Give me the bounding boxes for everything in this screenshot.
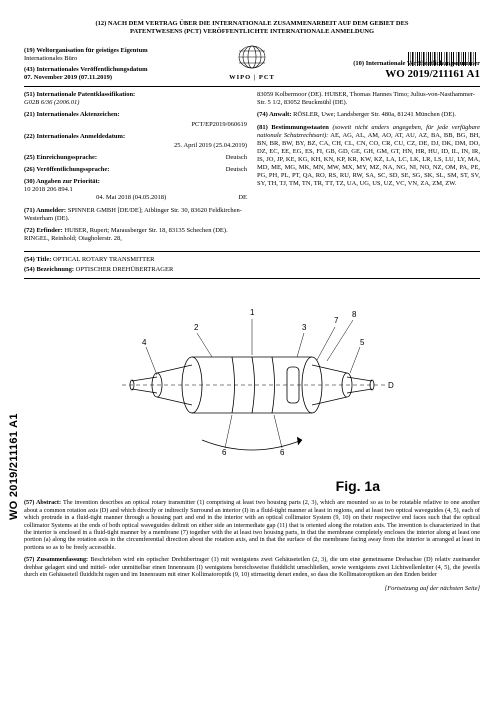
biblio-left: (51) Internationale Patentklassifikation… [24, 91, 247, 247]
abstract-de-head: (57) Zusammenfassung: [24, 556, 90, 563]
figure-area: 1 2 3 4 5 6 6 7 8 D Fig. 1a [24, 285, 480, 495]
pubnum-value: WO 2019/211161 A1 [281, 68, 480, 82]
title-en: OPTICAL ROTARY TRANSMITTER [53, 256, 154, 263]
field-71: (71) Anmelder: SPINNER GMBH [DE/DE]; Aib… [24, 207, 247, 223]
abstract-de-text: Beschrieben wird ein optischer Drehübert… [24, 556, 480, 578]
divider [24, 251, 480, 252]
f72-label: (72) Erfinder: [24, 227, 64, 234]
f74-label: (74) Anwalt: [257, 111, 293, 118]
svg-text:D: D [388, 381, 394, 390]
top-header: (12) NACH DEM VERTRAG ÜBER DIE INTERNATI… [24, 20, 480, 36]
barcode-icon [408, 52, 478, 69]
org-name: (19) Weltorganisation für geistiges Eige… [24, 47, 148, 54]
org-sub: Internationales Büro [24, 55, 223, 63]
field-72-cont: 83059 Kolbermoor (DE). HUBER, Thomas Han… [257, 91, 480, 107]
svg-text:6: 6 [222, 448, 227, 457]
svg-text:8: 8 [352, 310, 357, 319]
pubdate-label: (43) Internationales Veröffentlichungsda… [24, 66, 223, 74]
figure-drawing-icon: 1 2 3 4 5 6 6 7 8 D [102, 285, 402, 475]
wipo-logo-block: WIPO | PCT [223, 44, 281, 82]
org-line: (19) Weltorganisation für geistiges Eige… [24, 47, 223, 55]
svg-text:7: 7 [334, 316, 339, 325]
field-81: (81) Bestimmungsstaaten (soweit nicht an… [257, 124, 480, 189]
field-21: (21) Internationales Aktenzeichen: PCT/E… [24, 111, 247, 128]
f22-value: 25. April 2019 (25.04.2019) [24, 142, 247, 150]
f21-value: PCT/EP2019/060619 [24, 121, 247, 129]
wipo-logo-icon [237, 44, 267, 71]
svg-text:2: 2 [194, 323, 199, 332]
top-header-line2: PATENTWESENS (PCT) VERÖFFENTLICHTE INTER… [24, 28, 480, 36]
title-de-label: (54) Bezeichnung: [24, 266, 76, 273]
pubdate-value: 07. November 2019 (07.11.2019) [24, 74, 223, 82]
title-de: OPTISCHER DREHÜBERTRAGER [76, 266, 174, 273]
field-30: (30) Angaben zur Priorität: 10 2018 206 … [24, 178, 247, 202]
footer-continuation: [Fortsetzung auf der nächsten Seite] [24, 585, 480, 593]
f30-date: 04. Mai 2018 (04.05.2018) [96, 194, 166, 202]
field-72: (72) Erfinder: HUBER, Rupert; Marausberg… [24, 227, 247, 243]
svg-text:1: 1 [250, 308, 255, 317]
f71-label: (71) Anmelder: [24, 207, 68, 214]
f26-label: (26) Veröffentlichungssprache: [24, 166, 109, 174]
figure-label: Fig. 1a [336, 478, 380, 496]
title-en-label: (54) Title: [24, 256, 53, 263]
field-74: (74) Anwalt: RÖSLER, Uwe; Landsberger St… [257, 111, 480, 119]
header-left: (19) Weltorganisation für geistiges Eige… [24, 47, 223, 83]
biblio-block: (51) Internationale Patentklassifikation… [24, 91, 480, 247]
f25-value: Deutsch [226, 154, 247, 162]
svg-text:4: 4 [142, 338, 147, 347]
header-right: (10) Internationale Veröffentlichungsnum… [281, 42, 480, 82]
field-26: (26) Veröffentlichungssprache: Deutsch [24, 166, 247, 174]
f30-label: (30) Angaben zur Priorität: [24, 178, 247, 186]
top-header-line1: (12) NACH DEM VERTRAG ÜBER DIE INTERNATI… [24, 20, 480, 28]
f30-num: 10 2018 206 894.1 [24, 186, 247, 194]
f81-label: (81) Bestimmungsstaaten [257, 124, 332, 131]
field-25: (25) Einreichungssprache: Deutsch [24, 154, 247, 162]
page: WO 2019/211161 A1 (12) NACH DEM VERTRAG … [0, 0, 504, 613]
abstract-en: (57) Abstract: The invention describes a… [24, 499, 480, 551]
title-block: (54) Title: OPTICAL ROTARY TRANSMITTER (… [24, 256, 480, 274]
divider [24, 278, 480, 279]
header-row: (19) Weltorganisation für geistiges Eige… [24, 42, 480, 82]
svg-text:3: 3 [302, 323, 307, 332]
f51-label: (51) Internationale Patentklassifikation… [24, 91, 247, 99]
f74-value: RÖSLER, Uwe; Landsberger Str. 480a, 8124… [293, 111, 456, 118]
field-51: (51) Internationale Patentklassifikation… [24, 91, 247, 107]
side-pubnum: WO 2019/211161 A1 [8, 413, 22, 520]
f21-label: (21) Internationales Aktenzeichen: [24, 111, 120, 118]
abstract-de: (57) Zusammenfassung: Beschrieben wird e… [24, 556, 480, 578]
wipo-text: WIPO | PCT [229, 74, 275, 82]
f25-label: (25) Einreichungssprache: [24, 154, 97, 162]
biblio-right: 83059 Kolbermoor (DE). HUBER, Thomas Han… [257, 91, 480, 247]
divider [24, 86, 480, 87]
f81-value: AE, AG, AL, AM, AO, AT, AU, AZ, BA, BB, … [257, 132, 480, 188]
field-22: (22) Internationales Anmeldedatum: 25. A… [24, 133, 247, 150]
f51-value: G02B 6/36 (2006.01) [24, 99, 247, 107]
svg-text:5: 5 [360, 338, 365, 347]
f26-value: Deutsch [226, 166, 247, 174]
abstract-en-text: The invention describes an optical rotar… [24, 499, 480, 551]
f30-cc: DE [238, 194, 247, 202]
svg-text:6: 6 [280, 448, 285, 457]
f22-label: (22) Internationales Anmeldedatum: [24, 133, 247, 141]
abstract-en-head: (57) Abstract: [24, 499, 63, 506]
